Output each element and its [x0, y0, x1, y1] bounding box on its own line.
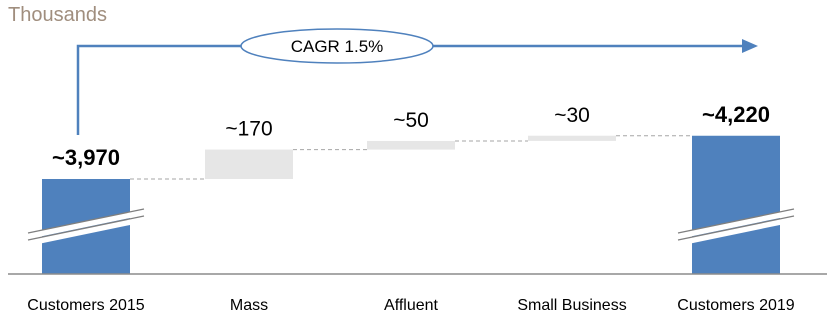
value-label: ~4,220	[702, 102, 770, 127]
cagr-arrow-head	[742, 39, 758, 53]
value-label: ~3,970	[52, 145, 120, 170]
axis-break-line	[677, 208, 795, 234]
value-label: ~170	[225, 118, 272, 141]
value-label: ~50	[393, 109, 429, 132]
category-label: Affluent	[384, 297, 439, 314]
connector-lines	[130, 135, 692, 180]
category-label: Small Business	[517, 297, 626, 314]
unit-label: Thousands	[8, 4, 107, 26]
value-labels: ~3,970 ~170 ~50 ~30 ~4,220	[52, 102, 770, 170]
cagr-arrow-line	[76, 44, 746, 135]
axis-break-gap	[27, 209, 145, 239]
axis-break-line	[677, 215, 795, 241]
cagr-arrow: CAGR 1.5%	[76, 28, 758, 135]
cagr-label: CAGR 1.5%	[291, 37, 384, 56]
axis-break-line	[27, 215, 145, 241]
category-label: Customers 2015	[27, 297, 144, 314]
axis-break-gap	[27, 216, 145, 246]
category-label: Customers 2019	[677, 297, 794, 314]
bar-affluent	[367, 140, 455, 150]
axis-break-line	[27, 208, 145, 234]
bar-mass	[205, 149, 293, 179]
category-labels: Customers 2015 Mass Affluent Small Business…	[27, 297, 794, 314]
axis-break-gap	[677, 216, 795, 246]
bar-small-business	[528, 135, 616, 141]
bar-customers-2019	[692, 135, 780, 274]
axis-break-gap	[677, 209, 795, 239]
cagr-ellipse	[240, 28, 434, 64]
axis-breaks	[27, 208, 795, 246]
bars	[42, 135, 780, 274]
value-label: ~30	[554, 104, 590, 127]
category-label: Mass	[230, 297, 268, 314]
